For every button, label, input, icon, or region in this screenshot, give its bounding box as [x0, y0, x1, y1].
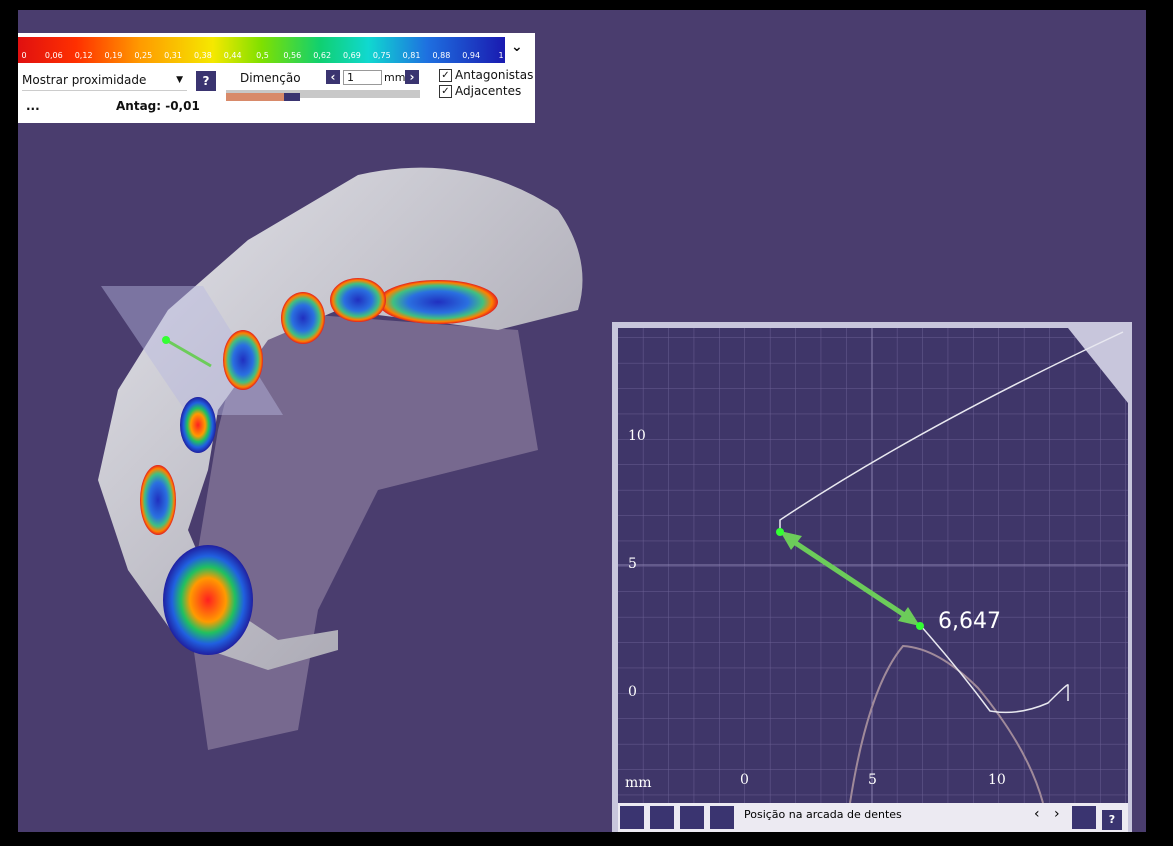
- scale-label: 0,31: [164, 51, 182, 60]
- x-tick-label: 0: [740, 772, 749, 788]
- unit-label: mm: [625, 775, 652, 791]
- opposing-profile: [849, 644, 1044, 804]
- scale-label: 0,38: [193, 51, 212, 60]
- increase-button[interactable]: ›: [405, 70, 419, 84]
- tooth-proximity: [281, 292, 325, 344]
- tooth-proximity: [180, 397, 216, 453]
- scale-label: 0,94: [462, 51, 481, 60]
- scale-label: 0,19: [104, 51, 123, 60]
- scale-label: 1: [498, 51, 504, 60]
- unit-label: mm: [384, 71, 406, 84]
- dimension-slider[interactable]: [226, 90, 420, 101]
- x-tick-label: 5: [868, 772, 877, 788]
- arrow-head: [780, 531, 920, 626]
- checkbox[interactable]: ✓: [439, 69, 452, 82]
- color-scale: 0 0,06 0,12 0,19 0,25 0,31 0,38 0,44 0,5 0,56 0,62…: [18, 37, 505, 63]
- tooth-proximity: [140, 465, 176, 535]
- scale-label: 0,56: [283, 51, 302, 60]
- tooth-proximity: [223, 330, 263, 390]
- prev-button[interactable]: ‹: [1034, 806, 1040, 822]
- section-plot: [618, 328, 1128, 804]
- section-panel: 10 5 0 0 5 10 mm 6,647: [612, 322, 1132, 832]
- scale-label: 0: [21, 51, 27, 60]
- checkbox-label: Antagonistas: [455, 68, 534, 82]
- scale-label: 0,5: [256, 51, 269, 60]
- settings-icon[interactable]: [620, 806, 644, 829]
- scale-label: 0,06: [44, 51, 63, 60]
- decrease-button[interactable]: ‹: [326, 70, 340, 84]
- y-tick-label: 5: [628, 556, 637, 572]
- x-tick-label: 10: [988, 772, 1006, 788]
- select-icon[interactable]: [650, 806, 674, 829]
- profile-curve: [779, 331, 1124, 714]
- scale-label: 0,75: [372, 51, 391, 60]
- mode-dropdown[interactable]: Mostrar proximidade ▼: [22, 70, 187, 91]
- scale-label: 0,81: [402, 51, 421, 60]
- position-label: Posição na arcada de dentes: [744, 808, 902, 821]
- scale-label: 0,12: [74, 51, 93, 60]
- next-button[interactable]: ›: [1054, 806, 1060, 822]
- proximity-panel: 0 0,06 0,12 0,19 0,25 0,31 0,38 0,44 0,5 0,56 0,62…: [18, 33, 535, 123]
- tooth-proximity: [378, 280, 498, 324]
- measure-arrow: [786, 535, 914, 623]
- tooth-proximity: [330, 278, 386, 322]
- y-tick-label: 0: [628, 684, 637, 700]
- dropdown-text: Mostrar proximidade: [22, 73, 147, 87]
- clear-icon[interactable]: [1072, 806, 1096, 829]
- scale-label: 0,88: [432, 51, 451, 60]
- help-button[interactable]: ?: [196, 71, 216, 91]
- measure-point: [916, 622, 924, 630]
- help-button[interactable]: ?: [1102, 810, 1122, 830]
- checkbox[interactable]: ✓: [439, 85, 452, 98]
- scale-label: 0,25: [134, 51, 153, 60]
- measure-point: [776, 528, 784, 536]
- scale-label: 0,62: [313, 51, 332, 60]
- scale-label: 0,69: [343, 51, 361, 60]
- status-left: ...: [26, 99, 40, 113]
- status-right: Antag: -0,01: [116, 99, 200, 113]
- scale-label: 0,44: [223, 51, 242, 60]
- tooth-proximity: [163, 545, 253, 655]
- expand-button[interactable]: ⌄: [511, 39, 523, 55]
- checkbox-label: Adjacentes: [455, 84, 522, 98]
- dimension-label: Dimenção: [240, 71, 301, 85]
- measurement-value: 6,647: [938, 609, 1001, 634]
- model-view: [98, 167, 583, 750]
- measure-point: [162, 336, 170, 344]
- toolbar: Posição na arcada de dentes ‹ › ?: [618, 803, 1128, 832]
- y-tick-label: 10: [628, 428, 646, 444]
- corner-marker: [1068, 328, 1128, 403]
- measure-line: [165, 338, 212, 368]
- point-icon[interactable]: [710, 806, 734, 829]
- dimension-input[interactable]: 1: [343, 70, 382, 85]
- measure-icon[interactable]: [680, 806, 704, 829]
